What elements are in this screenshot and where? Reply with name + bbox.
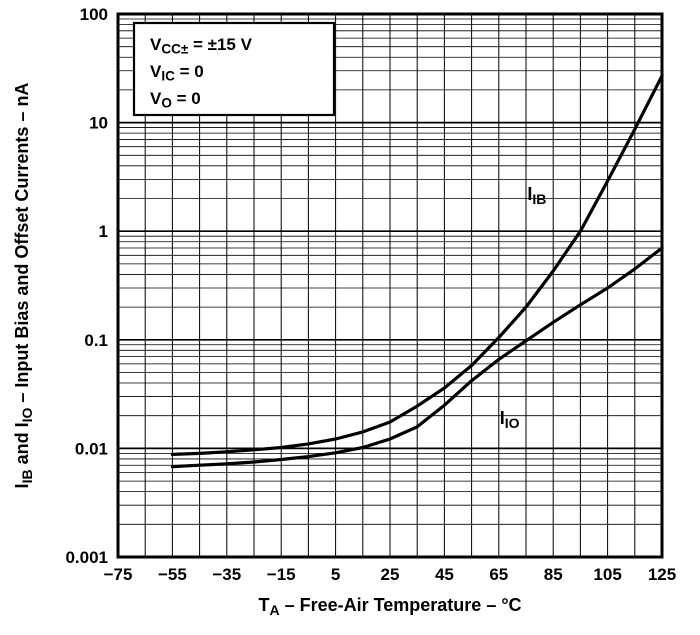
y-tick-label: 0.001	[65, 548, 108, 567]
curve-iio	[170, 246, 664, 469]
x-tick-label: −15	[267, 565, 296, 584]
x-tick-label: 25	[381, 565, 400, 584]
x-tick-label: 105	[593, 565, 621, 584]
x-tick-label: −55	[158, 565, 187, 584]
curve-label-iio: IIO	[500, 408, 520, 431]
y-axis-title: IIB and IIO – Input Bias and Offset Curr…	[12, 83, 35, 489]
x-tick-label: −75	[104, 565, 133, 584]
y-tick-label: 10	[89, 114, 108, 133]
condition-line: VIC = 0	[150, 62, 204, 84]
y-tick-labels: 0.001 0.01 0.1 1 10 100	[65, 5, 108, 567]
condition-line: VO = 0	[150, 89, 201, 111]
x-tick-label: 65	[489, 565, 508, 584]
x-tick-labels: −75 −55 −35 −15 5 25 45 65 85 105 125	[104, 565, 677, 584]
conditions-box: VCC± = ±15 V VIC = 0 VO = 0	[132, 21, 336, 117]
x-tick-label: 85	[544, 565, 563, 584]
y-tick-label: 0.01	[75, 439, 108, 458]
y-tick-label: 0.1	[84, 331, 108, 350]
y-tick-label: 1	[99, 222, 108, 241]
plot-frame	[116, 12, 664, 559]
x-axis-title: TA – Free-Air Temperature – °C	[258, 595, 521, 618]
condition-line: VCC± = ±15 V	[150, 35, 253, 57]
x-tick-label: 5	[331, 565, 340, 584]
y-tick-label: 100	[80, 5, 108, 24]
curve-label-iib: IIB	[527, 184, 546, 207]
x-tick-label: 45	[435, 565, 454, 584]
curve-iib	[170, 74, 664, 456]
x-tick-label: −35	[212, 565, 241, 584]
x-tick-label: 125	[648, 565, 676, 584]
